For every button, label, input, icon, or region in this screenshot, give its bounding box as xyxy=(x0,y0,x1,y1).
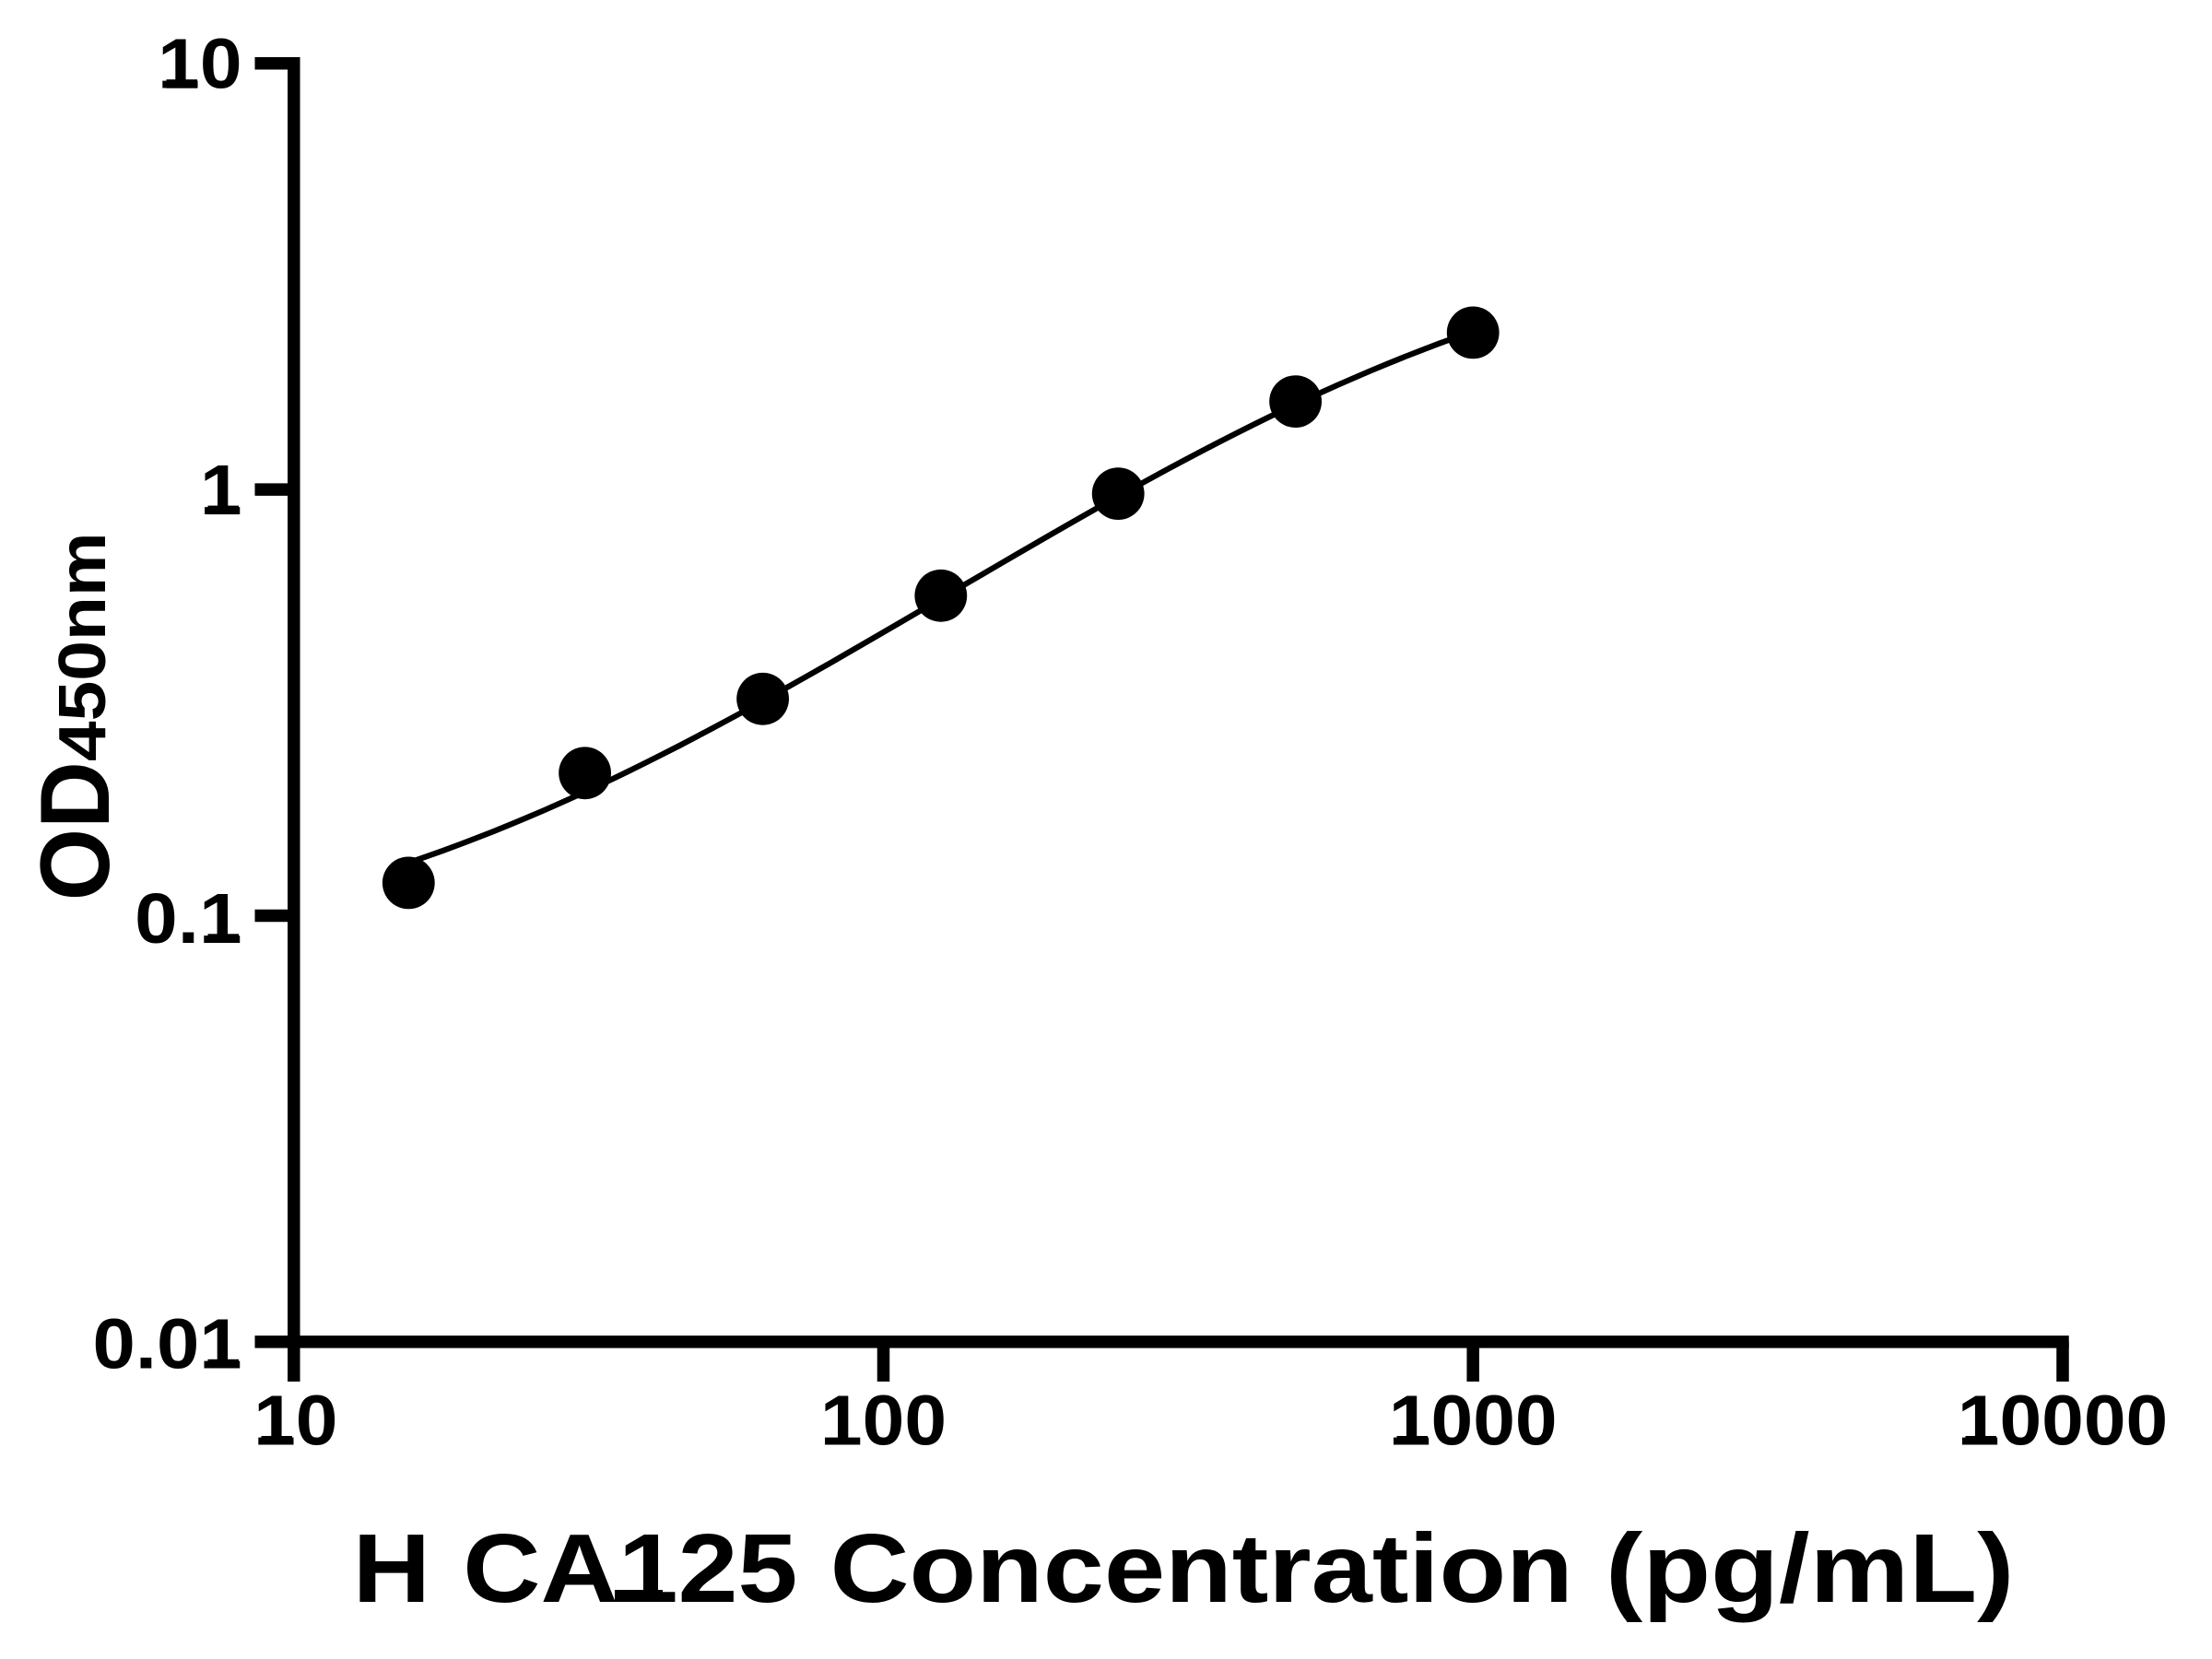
svg-text:0.1: 0.1 xyxy=(135,879,241,959)
svg-text:(pg/mL): (pg/mL) xyxy=(1606,1514,2014,1623)
svg-text:1: 1 xyxy=(200,451,242,530)
svg-text:10: 10 xyxy=(158,25,241,104)
svg-text:H: H xyxy=(353,1514,431,1623)
svg-text:10: 10 xyxy=(253,1382,337,1461)
svg-text:OD: OD xyxy=(19,761,130,900)
svg-text:450nm: 450nm xyxy=(46,532,120,761)
svg-text:1000: 1000 xyxy=(1389,1382,1558,1461)
svg-text:Concentration: Concentration xyxy=(830,1514,1573,1623)
svg-text:100: 100 xyxy=(820,1382,947,1461)
svg-text:10000: 10000 xyxy=(1958,1382,2169,1461)
svg-text:CA125: CA125 xyxy=(463,1514,797,1623)
svg-text:0.01: 0.01 xyxy=(93,1304,242,1383)
